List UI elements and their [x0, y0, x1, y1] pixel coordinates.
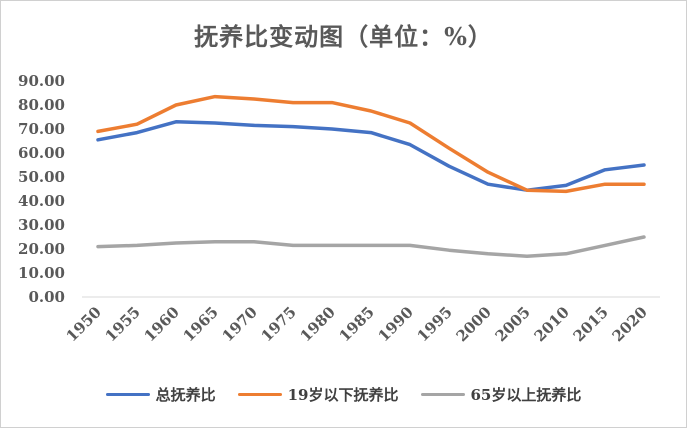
y-tick-label: 80.00: [18, 96, 65, 114]
y-axis: 0.00 10.00 20.00 30.00 40.00 50.00 60.00 70.00 8…: [18, 72, 65, 306]
legend-item-2: 65岁以上抚养比: [420, 384, 582, 405]
x-tick-label: 1955: [102, 303, 144, 345]
x-tick-label: 1965: [180, 303, 222, 345]
series-lines: [96, 94, 646, 258]
x-tick-label: 1970: [219, 303, 261, 345]
x-tick-label: 1960: [141, 303, 183, 345]
legend-label: 总抚养比: [155, 386, 216, 404]
y-tick-label: 10.00: [18, 264, 65, 282]
y-tick-label: 50.00: [18, 168, 65, 186]
series-line-2: [96, 235, 646, 258]
y-tick-label: 40.00: [18, 192, 65, 210]
x-tick-label: 2000: [453, 303, 495, 345]
x-tick-label: 1985: [336, 303, 378, 345]
legend-swatch: [237, 393, 282, 396]
x-tick-label: 2020: [609, 303, 651, 345]
y-tick-label: 90.00: [18, 72, 65, 90]
x-tick-label: 2005: [492, 303, 534, 345]
x-tick-label: 1995: [414, 303, 456, 345]
x-axis: 1950195519601965197019751980198519901995…: [63, 303, 651, 345]
x-tick-label: 1950: [63, 303, 105, 345]
y-tick-label: 20.00: [18, 240, 65, 258]
y-tick-label: 70.00: [18, 120, 65, 138]
legend: 总抚养比 19岁以下抚养比 65岁以上抚养比: [1, 384, 686, 405]
y-tick-label: 60.00: [18, 144, 65, 162]
legend-label: 65岁以上抚养比: [470, 386, 582, 404]
y-tick-label: 30.00: [18, 216, 65, 234]
x-tick-label: 2015: [570, 303, 612, 345]
y-tick-label: 0.00: [28, 288, 65, 306]
legend-swatch: [420, 393, 465, 396]
legend-label: 19岁以下抚养比: [287, 386, 399, 404]
x-tick-label: 1980: [297, 303, 339, 345]
chart-title: 抚养比变动图（单位：%）: [194, 22, 493, 51]
legend-item-1: 19岁以下抚养比: [237, 384, 399, 405]
series-line-0: [96, 120, 646, 192]
legend-swatch: [105, 393, 150, 396]
legend-item-0: 总抚养比: [105, 384, 216, 405]
x-tick-label: 1975: [258, 303, 300, 345]
x-tick-label: 2010: [531, 303, 573, 345]
x-tick-label: 1990: [375, 303, 417, 345]
series-line-1: [96, 94, 646, 194]
